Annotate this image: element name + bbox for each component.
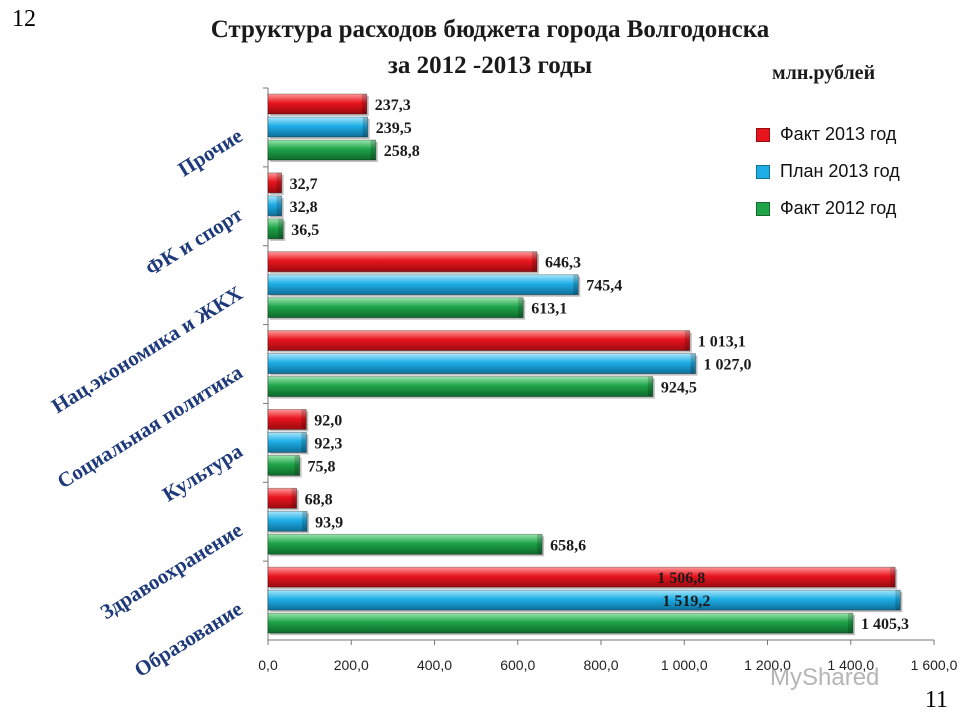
x-tick-label: 200,0 (334, 657, 369, 673)
bar-end-cap (537, 534, 543, 555)
bar-end-cap (301, 432, 307, 453)
bar-value-label: 237,3 (375, 97, 411, 114)
bar (267, 455, 300, 476)
bar (267, 566, 896, 588)
bar-value-label: 1 506,8 (657, 570, 705, 587)
legend-label: План 2013 год (780, 161, 900, 181)
bar (267, 409, 307, 430)
bar-value-label: 93,9 (315, 514, 343, 531)
chart-title-line-2: за 2012 -2013 годы (387, 52, 593, 79)
bar-end-cap (847, 613, 853, 634)
x-tick-label: 1 600,0 (911, 657, 958, 673)
bar-value-label: 75,8 (308, 458, 336, 475)
bar (267, 353, 696, 374)
bar-value-label: 92,0 (314, 412, 342, 429)
bar-end-cap (294, 455, 300, 476)
bar-end-cap (684, 330, 690, 351)
legend-swatch (756, 127, 770, 142)
category-label: ФК и спорт (141, 202, 247, 281)
bar (267, 274, 579, 296)
bar-value-label: 68,8 (305, 491, 333, 508)
x-tick-label: 1 400,0 (827, 657, 874, 673)
bar-value-label: 1 519,2 (662, 593, 710, 610)
bar-value-label: 658,6 (550, 537, 586, 554)
chart-title-line-1: Структура расходов бюджета города Волгод… (210, 16, 770, 43)
bar-end-cap (895, 590, 901, 611)
bar-end-cap (573, 274, 579, 295)
bar-end-cap (278, 218, 284, 239)
bar-end-cap (518, 297, 524, 318)
bar (267, 172, 283, 194)
bar-value-label: 1 405,3 (861, 616, 909, 633)
bar-end-cap (302, 511, 308, 532)
bar-value-label: 239,5 (376, 120, 412, 137)
bar-end-cap (362, 117, 368, 137)
bar-end-cap (291, 488, 297, 509)
bar-end-cap (301, 409, 307, 430)
bar-value-label: 1 027,0 (703, 357, 751, 374)
bar-end-cap (690, 353, 696, 374)
unit-label: млн.рублей (772, 62, 876, 84)
bar-value-label: 258,8 (384, 143, 420, 160)
bar-value-label: 36,5 (291, 222, 319, 239)
x-tick-label: 600,0 (500, 657, 535, 673)
bar (267, 297, 524, 319)
bar (267, 330, 691, 351)
bar-value-label: 1 013,1 (698, 334, 746, 351)
bar-end-cap (370, 140, 376, 160)
x-tick-label: 1 000,0 (661, 657, 708, 673)
bar (267, 139, 377, 161)
legend-label: Факт 2013 год (780, 124, 897, 144)
bar-end-cap (532, 251, 538, 272)
bar-end-cap (890, 567, 896, 588)
bar (267, 533, 543, 555)
legend-item: Факт 2012 год (756, 190, 900, 227)
bar (267, 195, 283, 217)
page-number-bottom: 11 (924, 687, 948, 713)
bar-value-label: 924,5 (661, 380, 697, 397)
category-label: Прочие (174, 123, 247, 181)
bar (267, 218, 284, 240)
bar-value-label: 613,1 (531, 301, 567, 318)
x-tick-label: 800,0 (583, 657, 618, 673)
category-label: Образование (130, 596, 247, 681)
legend: Факт 2013 год План 2013 год Факт 2012 год (756, 116, 900, 227)
bar (267, 376, 654, 397)
bar-value-label: 32,8 (290, 199, 318, 216)
bar (267, 251, 538, 273)
x-tick-label: 0,0 (258, 657, 278, 673)
bar (267, 589, 901, 611)
bar (267, 510, 308, 532)
legend-item: Факт 2013 год (756, 116, 900, 153)
legend-swatch (756, 164, 770, 179)
bar (267, 487, 298, 509)
bar (267, 432, 307, 453)
page-number-top: 12 (12, 6, 36, 32)
bar-value-label: 745,4 (586, 278, 622, 295)
legend-swatch (756, 201, 770, 216)
bar-end-cap (361, 94, 367, 114)
legend-label: Факт 2012 год (780, 198, 897, 218)
x-tick-label: 1 200,0 (744, 657, 791, 673)
bar (267, 93, 368, 115)
bar-end-cap (647, 376, 653, 397)
bar (267, 612, 854, 634)
bar-end-cap (276, 195, 282, 216)
bar-end-cap (276, 172, 282, 193)
bar-value-label: 92,3 (314, 435, 342, 452)
x-tick-label: 400,0 (417, 657, 452, 673)
watermark: MyShared (770, 664, 880, 691)
bar-value-label: 32,7 (290, 176, 318, 193)
legend-item: План 2013 год (756, 153, 900, 190)
bar (267, 116, 369, 138)
category-label: Культура (158, 438, 247, 506)
bar-value-label: 646,3 (545, 255, 581, 272)
